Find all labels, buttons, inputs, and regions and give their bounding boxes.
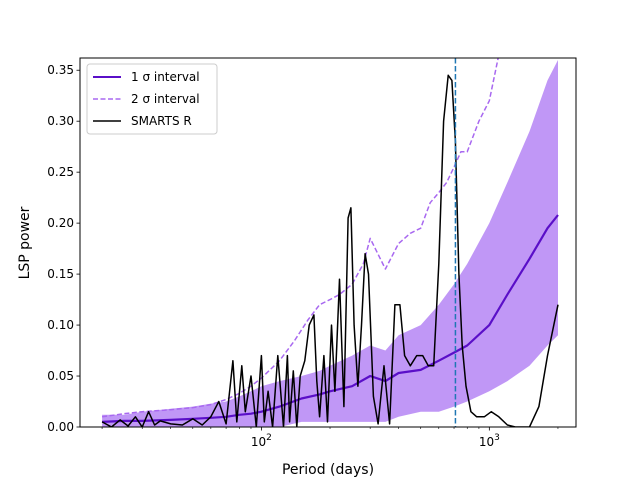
y-axis-label: LSP power: [17, 206, 33, 279]
legend-label-one-sigma: 1 σ interval: [131, 70, 200, 84]
two-sigma-line: [101, 58, 499, 418]
y-tick-label: 0.10: [47, 318, 74, 332]
y-tick-label: 0.30: [47, 114, 74, 128]
one-sigma-band: [102, 60, 558, 427]
y-tick-label: 0.15: [47, 267, 74, 281]
plot-frame: [79, 57, 577, 428]
legend-box: [86, 63, 218, 135]
legend-label-smarts: SMARTS R: [131, 114, 192, 128]
legend: 1 σ interval 2 σ interval SMARTS R: [86, 63, 218, 135]
smarts-r-line: [101, 74, 559, 427]
y-tick-label: 0.25: [47, 165, 74, 179]
one-sigma-line: [102, 214, 559, 423]
x-tick-label: 103: [479, 433, 500, 449]
y-tick-label: 0.20: [47, 216, 74, 230]
legend-label-two-sigma: 2 σ interval: [131, 92, 200, 106]
x-axis-label: Period (days): [282, 462, 374, 478]
y-tick-label: 0.05: [47, 369, 74, 383]
y-tick-label: 0.00: [47, 420, 74, 434]
y-tick-label: 0.35: [47, 63, 74, 77]
x-tick-label: 102: [251, 433, 272, 449]
